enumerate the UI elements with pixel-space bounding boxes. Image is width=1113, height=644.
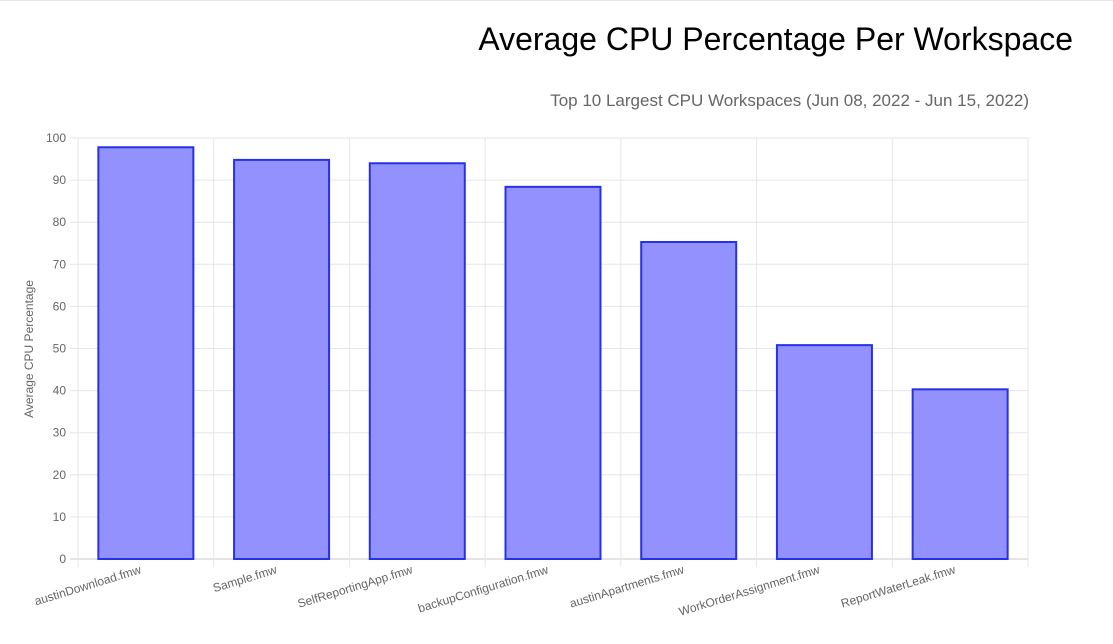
y-axis-label: Average CPU Percentage [22, 280, 36, 418]
y-tick-label: 20 [53, 468, 67, 482]
bar-7 [911, 388, 1009, 560]
chart-subtitle: Top 10 Largest CPU Workspaces (Jun 08, 2… [550, 91, 1029, 110]
bar-1 [97, 146, 195, 560]
x-tick-label: WorkOrderAssignment.fmw [677, 562, 821, 618]
bar-6 [775, 344, 873, 560]
y-tick-label: 60 [53, 299, 67, 313]
y-axis-ticks: 0 10 20 30 40 50 60 70 80 90 100 [46, 131, 66, 566]
y-tick-label: 100 [46, 131, 66, 145]
bar-3 [368, 162, 466, 560]
chart-title: Average CPU Percentage Per Workspace [478, 21, 1073, 57]
x-tick-label: backupConfiguration.fmw [416, 562, 550, 615]
y-tick-label: 0 [59, 552, 66, 566]
x-tick-label: austinDownload.fmw [33, 562, 143, 608]
bar-2 [233, 158, 331, 560]
y-tick-label: 40 [53, 384, 67, 398]
y-tick-label: 90 [53, 173, 67, 187]
x-tick-label: SelfReportingApp.fmw [296, 562, 415, 610]
x-axis-ticks: austinDownload.fmw Sample.fmw SelfReportin… [33, 562, 958, 618]
y-tick-label: 50 [53, 342, 67, 356]
y-tick-label: 10 [53, 510, 67, 524]
x-tick-label: Sample.fmw [211, 562, 279, 595]
bar-5 [640, 240, 738, 560]
y-tick-label: 30 [53, 426, 67, 440]
bars [97, 146, 1009, 560]
x-tick-label: austinApartments.fmw [568, 562, 686, 610]
x-tick-label: ReportWaterLeak.fmw [839, 562, 957, 610]
bar-4 [504, 185, 602, 560]
y-tick-label: 70 [53, 257, 67, 271]
y-tick-label: 80 [53, 215, 67, 229]
